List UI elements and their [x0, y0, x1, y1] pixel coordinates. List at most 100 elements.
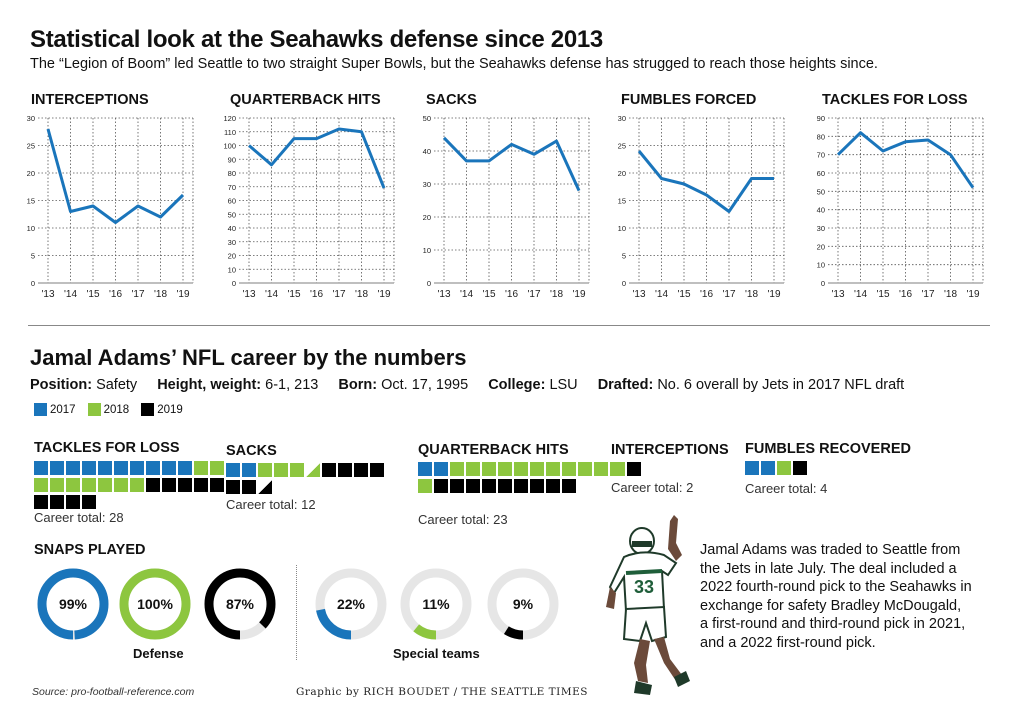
y-tick-label: 80 [228, 169, 236, 178]
unit-square [210, 478, 224, 492]
y-tick-label: 50 [817, 187, 825, 196]
y-tick-label: 60 [817, 169, 825, 178]
squares-tackles-for-loss [34, 461, 224, 509]
unit-square [98, 461, 112, 475]
chart-title-quarterback-hits: QUARTERBACK HITS [230, 92, 381, 108]
squares-quarterback-hits [418, 462, 624, 493]
unit-square [514, 462, 528, 476]
section-divider [28, 325, 990, 326]
x-tick-label: '15 [876, 289, 889, 300]
y-tick-label: 0 [427, 279, 431, 288]
x-tick-label: '19 [572, 289, 585, 300]
x-tick-label: '13 [632, 289, 645, 300]
bio-height-weight: Height, weight: 6-1, 213 [157, 377, 319, 393]
unit-square [50, 461, 64, 475]
donut-value-label: 22% [337, 596, 366, 612]
unit-square [482, 462, 496, 476]
source-note: Source: pro-football-reference.com [32, 686, 195, 698]
y-tick-label: 30 [228, 238, 236, 247]
x-tick-label: '14 [460, 289, 473, 300]
y-tick-label: 15 [618, 197, 626, 206]
unit-square [578, 462, 592, 476]
unit-square [274, 463, 288, 477]
career-total-tackles-for-loss: Career total: 28 [34, 510, 124, 525]
section-title: Jamal Adams’ NFL career by the numbers [30, 345, 467, 370]
unit-square [114, 478, 128, 492]
legend-item-2019: 2019 [141, 403, 183, 416]
unit-square [258, 463, 272, 477]
chart-title-interceptions: INTERCEPTIONS [31, 92, 149, 108]
x-tick-label: '15 [287, 289, 300, 300]
square-row [611, 462, 641, 476]
x-tick-label: '14 [64, 289, 77, 300]
x-tick-label: '18 [745, 289, 758, 300]
donut-track [400, 568, 472, 640]
unit-square [450, 462, 464, 476]
unit-square [370, 463, 384, 477]
unit-square [130, 478, 144, 492]
legend-swatch-2019 [141, 403, 155, 416]
unit-square [66, 495, 80, 509]
unit-square [242, 463, 256, 477]
y-tick-label: 20 [27, 169, 35, 178]
line-chart-3: 0 5 10 15 20 25 30 '13 '14 '15 '16 '17 '18 '19 [618, 114, 785, 300]
unit-square [594, 462, 608, 476]
stat-title-quarterback-hits: QUARTERBACK HITS [418, 442, 569, 458]
career-total-fumbles-recovered: Career total: 4 [745, 481, 828, 496]
line-chart-2: 0 10 20 30 40 50 '13 '14 '15 '16 '17 '18 '19 [423, 114, 590, 300]
y-tick-label: 20 [423, 213, 431, 222]
x-tick-label: '14 [854, 289, 867, 300]
unit-square [546, 462, 560, 476]
x-tick-label: '17 [131, 289, 144, 300]
y-tick-label: 110 [224, 128, 236, 137]
donut-value-label: 99% [59, 596, 88, 612]
y-tick-label: 30 [27, 114, 35, 123]
unit-square [162, 461, 176, 475]
unit-square [562, 479, 576, 493]
y-tick-label: 80 [817, 132, 825, 141]
square-row [745, 461, 807, 475]
unit-square [530, 462, 544, 476]
donut-arc [315, 568, 387, 640]
y-tick-label: 40 [228, 224, 236, 233]
unit-square [242, 480, 256, 494]
unit-square [82, 461, 96, 475]
unit-square [82, 495, 96, 509]
unit-square [178, 461, 192, 475]
line-chart-4: 0 10 20 30 40 50 60 70 80 90 '13 '14 '15 '16 '17 '18 '19 [817, 114, 984, 300]
donut-track [119, 568, 191, 640]
x-tick-label: '16 [310, 289, 323, 300]
y-tick-label: 0 [821, 279, 825, 288]
snaps-defense-label: Defense [133, 646, 184, 661]
unit-square [162, 478, 176, 492]
y-tick-label: 40 [423, 147, 431, 156]
career-total-sacks: Career total: 12 [226, 497, 316, 512]
unit-square [514, 479, 528, 493]
donut-1: 100% [119, 568, 191, 640]
donut-2: 87% [204, 568, 276, 640]
donut-3: 22% [315, 568, 387, 640]
year-legend: 2017 2018 2019 [34, 403, 191, 416]
unit-square [322, 463, 336, 477]
x-tick-label: '17 [527, 289, 540, 300]
mini-line-charts: 0 5 10 15 20 25 30 '13 '14 '15 '16 '17 '18 '19 0 10 20 30… [27, 114, 984, 300]
y-tick-label: 0 [622, 279, 626, 288]
x-tick-label: '16 [109, 289, 122, 300]
line-chart-1: 0 10 20 30 40 50 60 70 80 90 100 110 120 '13 '14 '15 '16… [223, 114, 395, 300]
graphic-credit: Graphic by RICH BOUDET / THE SEATTLE TIM… [296, 686, 588, 698]
unit-square [66, 461, 80, 475]
unit-square [194, 461, 208, 475]
y-tick-label: 30 [423, 180, 431, 189]
y-tick-label: 50 [228, 210, 236, 219]
x-tick-label: '16 [505, 289, 518, 300]
trade-note: Jamal Adams was traded to Seattle from t… [700, 542, 972, 651]
y-tick-label: 70 [228, 183, 236, 192]
x-tick-label: '18 [154, 289, 167, 300]
unit-square [498, 462, 512, 476]
unit-square [226, 480, 240, 494]
donut-track [37, 568, 109, 640]
stat-title-sacks: SACKS [226, 443, 277, 459]
bio-drafted: Drafted: No. 6 overall by Jets in 2017 N… [597, 377, 905, 393]
unit-square [498, 479, 512, 493]
bio-line: Position: Safety Height, weight: 6-1, 21… [30, 377, 920, 393]
